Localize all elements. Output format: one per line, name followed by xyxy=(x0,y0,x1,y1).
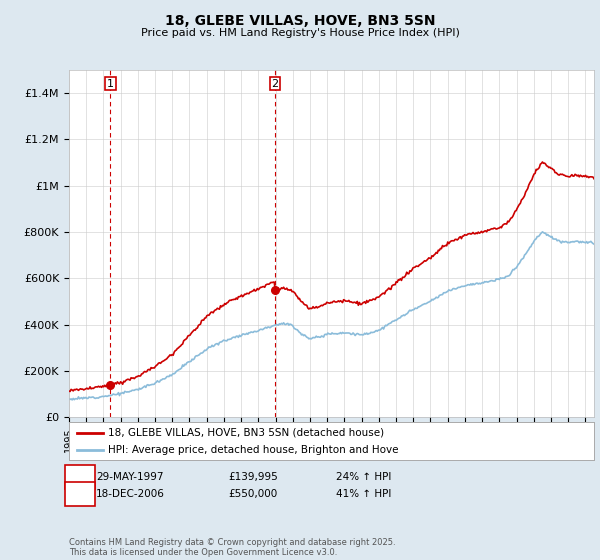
Text: 18-DEC-2006: 18-DEC-2006 xyxy=(96,489,165,499)
Text: HPI: Average price, detached house, Brighton and Hove: HPI: Average price, detached house, Brig… xyxy=(109,445,399,455)
Text: 41% ↑ HPI: 41% ↑ HPI xyxy=(336,489,391,499)
Text: 24% ↑ HPI: 24% ↑ HPI xyxy=(336,472,391,482)
Text: £139,995: £139,995 xyxy=(228,472,278,482)
Text: Contains HM Land Registry data © Crown copyright and database right 2025.
This d: Contains HM Land Registry data © Crown c… xyxy=(69,538,395,557)
Text: 2: 2 xyxy=(271,79,278,88)
Text: 18, GLEBE VILLAS, HOVE, BN3 5SN (detached house): 18, GLEBE VILLAS, HOVE, BN3 5SN (detache… xyxy=(109,427,385,437)
Text: £550,000: £550,000 xyxy=(228,489,277,499)
Text: 18, GLEBE VILLAS, HOVE, BN3 5SN: 18, GLEBE VILLAS, HOVE, BN3 5SN xyxy=(165,14,435,28)
Text: 1: 1 xyxy=(76,472,83,482)
Text: 2: 2 xyxy=(76,489,83,499)
Text: 29-MAY-1997: 29-MAY-1997 xyxy=(96,472,163,482)
Text: 1: 1 xyxy=(107,79,114,88)
Text: Price paid vs. HM Land Registry's House Price Index (HPI): Price paid vs. HM Land Registry's House … xyxy=(140,28,460,38)
